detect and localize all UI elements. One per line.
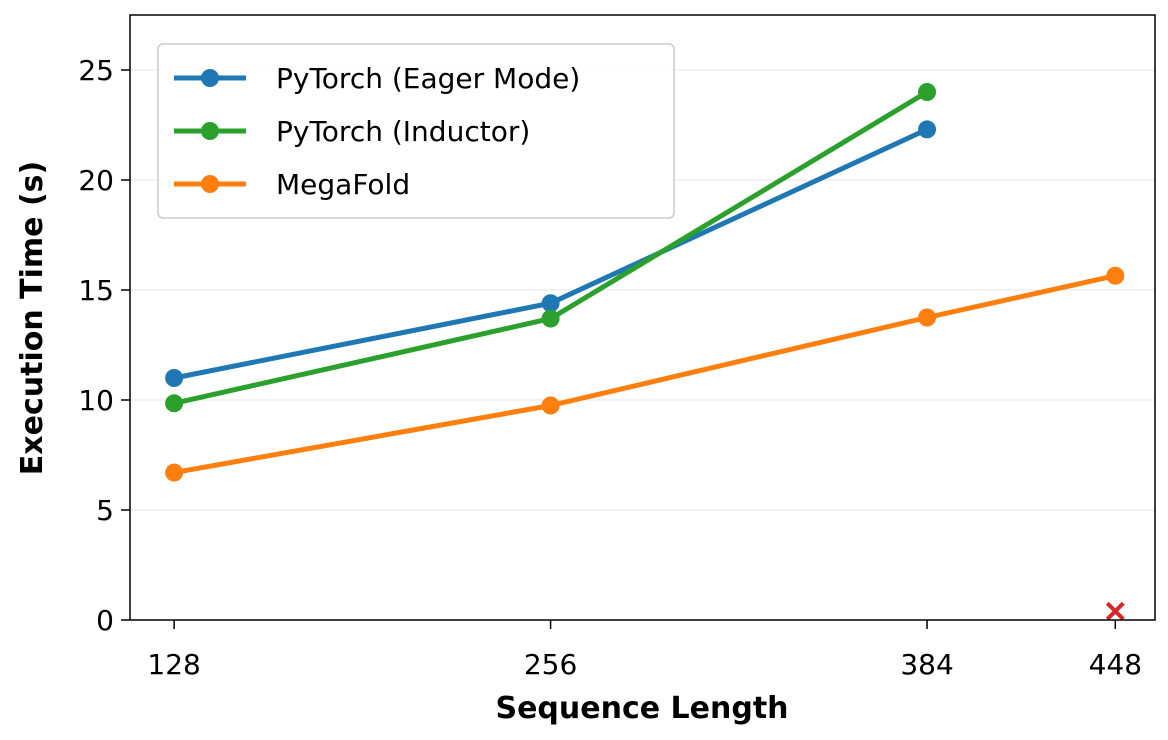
legend-swatch-marker	[201, 122, 219, 140]
data-point	[541, 309, 560, 328]
x-tick-label: 128	[147, 648, 200, 681]
x-tick-label: 256	[524, 648, 577, 681]
data-point	[165, 369, 184, 387]
x-axis-title: Sequence Length	[495, 691, 788, 726]
data-point	[918, 83, 937, 101]
legend-box	[157, 43, 675, 219]
legend-label: PyTorch (Eager Mode)	[276, 62, 580, 95]
data-point	[541, 396, 560, 415]
legend-swatch-marker	[201, 69, 219, 87]
data-point	[165, 463, 184, 482]
series-layer	[165, 83, 1125, 621]
data-point	[918, 308, 937, 327]
legend-label: PyTorch (Inductor)	[276, 115, 530, 148]
data-point	[1106, 266, 1125, 285]
out-of-memory-marker	[1105, 601, 1125, 621]
y-axis-title: Execution Time (s)	[15, 161, 50, 475]
y-tick-label: 25	[78, 54, 114, 87]
data-point	[541, 294, 560, 313]
axes: 0 5 10 15 20 25 128 256 384 448	[78, 14, 1156, 681]
y-tick-label: 0	[96, 604, 114, 637]
y-tick-label: 15	[78, 274, 114, 307]
series-line-2	[173, 273, 1116, 476]
x-tick-label: 384	[900, 648, 953, 681]
x-tick-label: 448	[1089, 648, 1142, 681]
y-tick-label: 10	[78, 384, 114, 417]
marker-stroke	[1105, 601, 1125, 621]
data-point	[918, 120, 937, 139]
legend-label: MegaFold	[276, 168, 410, 201]
legend-swatch-marker	[201, 175, 219, 193]
y-tick-label: 20	[78, 164, 114, 197]
plot-frame	[129, 14, 1156, 621]
data-point	[165, 394, 184, 413]
legend: PyTorch (Eager Mode) PyTorch (Inductor) Me…	[157, 43, 675, 219]
y-tick-label: 5	[96, 494, 114, 527]
